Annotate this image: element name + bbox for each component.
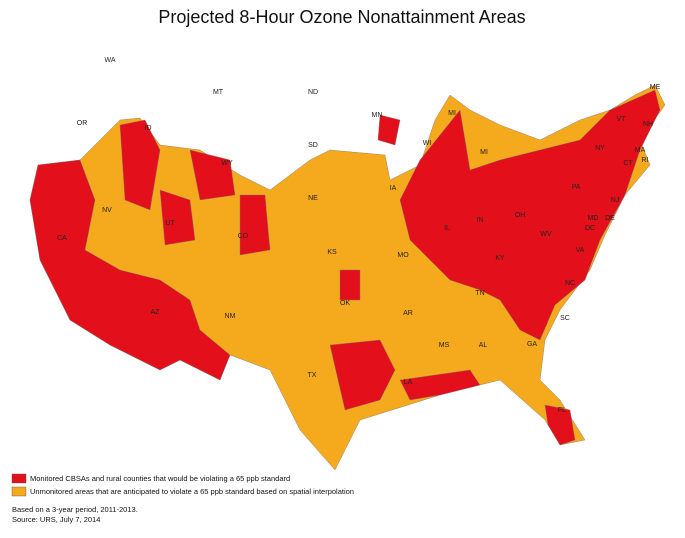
monitored-region bbox=[329, 339, 396, 411]
state-label: ME bbox=[650, 84, 661, 91]
state-label: WY bbox=[221, 160, 233, 167]
state-label: VA bbox=[576, 247, 585, 254]
state-label: CO bbox=[238, 233, 249, 240]
monitored-region bbox=[189, 149, 236, 201]
state-label: WA bbox=[104, 57, 115, 64]
legend: Monitored CBSAs and rural counties that … bbox=[11, 473, 354, 497]
state-label: MD bbox=[588, 215, 599, 222]
state-label: DC bbox=[585, 225, 595, 232]
state-label: AZ bbox=[151, 309, 161, 316]
state-label: RI bbox=[642, 157, 649, 164]
state-label: FL bbox=[558, 407, 566, 414]
state-label: MN bbox=[372, 112, 383, 119]
state-label: NH bbox=[643, 121, 653, 128]
state-label: SC bbox=[560, 315, 570, 322]
state-label: KS bbox=[327, 249, 337, 256]
state-labels: WA MT ND OR ID MN MI WY SD WI MI NV UT CO CA NE IA IL IN OH… bbox=[57, 57, 660, 414]
state-label: IL bbox=[444, 225, 450, 232]
monitored-region bbox=[29, 159, 231, 381]
legend-label: Monitored CBSAs and rural counties that … bbox=[30, 474, 290, 483]
monitored-region bbox=[544, 404, 576, 446]
monitored-region bbox=[377, 114, 401, 146]
state-label: MI bbox=[480, 149, 488, 156]
state-label: GA bbox=[527, 341, 537, 348]
state-label: NY bbox=[595, 145, 605, 152]
state-label: IN bbox=[477, 217, 484, 224]
legend-swatch bbox=[11, 486, 27, 497]
state-label: UT bbox=[165, 220, 175, 227]
state-label: WI bbox=[423, 140, 432, 147]
state-label: ND bbox=[308, 89, 318, 96]
state-label: NV bbox=[102, 207, 112, 214]
legend-swatch bbox=[11, 473, 27, 484]
state-label: MT bbox=[213, 89, 224, 96]
state-label: AR bbox=[403, 310, 413, 317]
note: Source: URS, July 7, 2014 bbox=[12, 515, 100, 524]
note: Based on a 3-year period, 2011-2013. bbox=[12, 505, 138, 514]
state-label: MA bbox=[635, 147, 646, 154]
state-label: LA bbox=[404, 379, 413, 386]
state-label: MS bbox=[439, 342, 450, 349]
monitored-region bbox=[239, 194, 271, 256]
monitored-region bbox=[339, 269, 361, 301]
state-label: TN bbox=[475, 290, 484, 297]
state-label: VT bbox=[617, 116, 627, 123]
legend-label: Unmonitored areas that are anticipated t… bbox=[30, 487, 354, 496]
notes: Based on a 3-year period, 2011-2013.Sour… bbox=[12, 505, 138, 524]
state-label: CA bbox=[57, 235, 67, 242]
state-label: ID bbox=[145, 125, 152, 132]
state-label: NC bbox=[565, 280, 575, 287]
map-title: Projected 8-Hour Ozone Nonattainment Are… bbox=[158, 7, 525, 27]
state-label: IA bbox=[390, 185, 397, 192]
state-label: OH bbox=[515, 212, 526, 219]
state-label: AL bbox=[479, 342, 488, 349]
state-label: OK bbox=[340, 300, 350, 307]
monitored-region bbox=[399, 89, 661, 341]
monitored-region bbox=[399, 369, 481, 401]
state-label: NE bbox=[308, 195, 318, 202]
monitored-region bbox=[119, 119, 161, 211]
state-label: MO bbox=[397, 252, 409, 259]
state-label: DE bbox=[605, 215, 615, 222]
state-label: CT bbox=[623, 160, 633, 167]
state-label: MI bbox=[448, 110, 456, 117]
map-shapes bbox=[29, 84, 666, 471]
state-label: OR bbox=[77, 120, 88, 127]
state-label: NJ bbox=[611, 197, 620, 204]
state-label: WV bbox=[540, 231, 552, 238]
state-label: SD bbox=[308, 142, 318, 149]
monitored-region bbox=[159, 189, 196, 246]
state-label: PA bbox=[572, 184, 581, 191]
state-label: KY bbox=[495, 255, 505, 262]
state-label: TX bbox=[308, 372, 317, 379]
state-label: NM bbox=[225, 313, 236, 320]
